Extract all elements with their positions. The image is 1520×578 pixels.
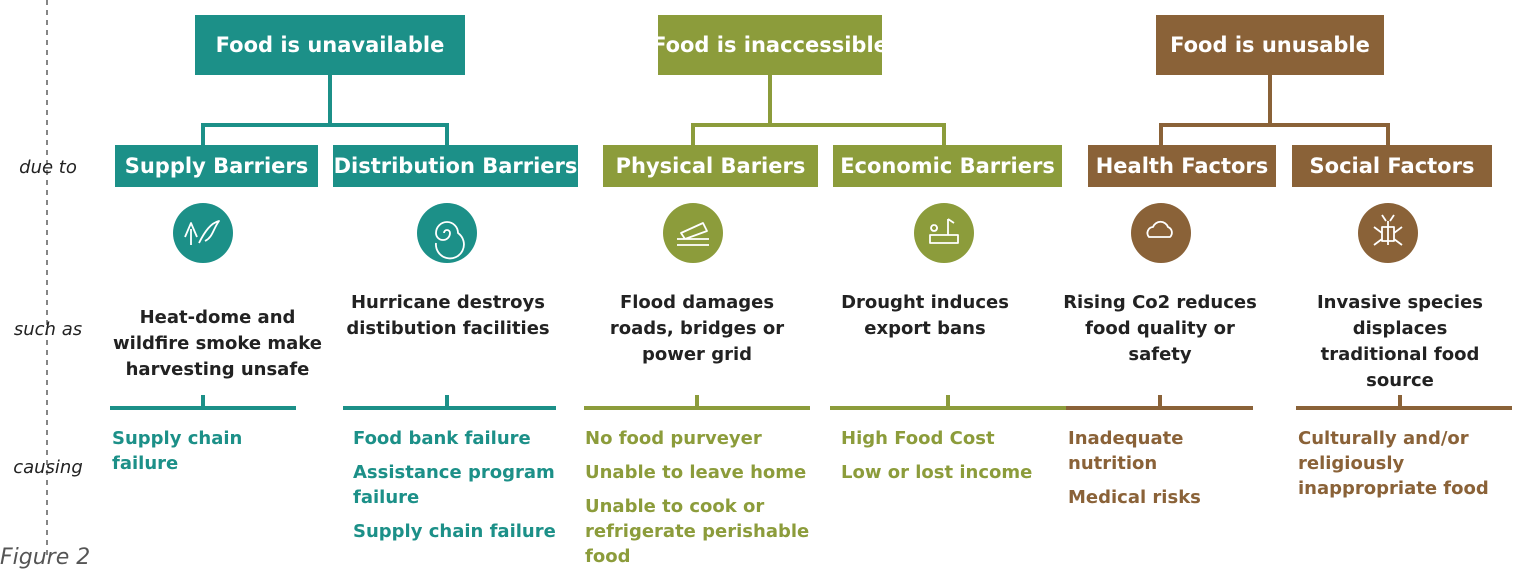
icon — [1131, 203, 1191, 263]
example-text: Rising Co2 reduces food quality or safet… — [1063, 292, 1257, 365]
example-text: Hurricane destroys distibution facilitie… — [346, 292, 550, 339]
effect-item: Food bank failure — [353, 428, 531, 449]
effect-item: Unable to cook or refrigerate perishable… — [585, 496, 810, 567]
effect-item: Supply chain failure — [353, 521, 556, 542]
effects-list: High Food Cost Low or lost income — [841, 426, 1061, 494]
icon — [417, 203, 477, 263]
bracket — [343, 395, 556, 410]
effects-list: Culturally and/or religiously inappropri… — [1298, 426, 1493, 510]
icon-glyph — [435, 221, 465, 260]
bracket — [1296, 395, 1512, 410]
group-header: Food is unusable — [1156, 15, 1384, 75]
bracket — [1066, 395, 1253, 410]
barrier-label: Social Factors — [1292, 145, 1492, 187]
barrier-label: Physical Bariers — [603, 145, 818, 187]
effect-item: Culturally and/or religiously inappropri… — [1298, 428, 1489, 499]
icon-glyph — [677, 222, 709, 246]
row-label: causing — [13, 457, 83, 478]
icon-glyph — [1146, 220, 1173, 238]
group-header: Food is inaccessible — [652, 15, 888, 75]
icon-glyph — [184, 220, 220, 245]
effects-list: Supply chain failure — [112, 426, 262, 485]
row-label: due to — [19, 157, 77, 178]
icon-glyph — [1373, 214, 1403, 246]
barrier-label: Health Factors — [1088, 145, 1276, 187]
barrier-label: Economic Barriers — [833, 145, 1062, 187]
effect-item: No food purveyer — [585, 428, 762, 449]
effect-item: Assistance program failure — [353, 462, 555, 508]
effect-item: Supply chain failure — [112, 428, 243, 474]
effect-item: Medical risks — [1068, 487, 1201, 508]
row-label: such as — [13, 319, 83, 340]
example-text: Invasive species displaces traditional f… — [1316, 292, 1484, 391]
effects-list: Food bank failure Assistance program fail… — [353, 426, 568, 553]
tree-connector — [1159, 75, 1390, 145]
effect-item: High Food Cost — [841, 428, 995, 449]
effects-list: Inadequate nutrition Medical risks — [1068, 426, 1263, 519]
barrier-label: Distribution Barriers — [333, 145, 578, 187]
tree-connector — [691, 75, 946, 145]
icon-glyph — [929, 218, 959, 244]
tree-connector — [201, 75, 449, 145]
group-header: Food is unavailable — [195, 15, 465, 75]
barrier-label: Supply Barriers — [115, 145, 318, 187]
effect-item: Inadequate nutrition — [1068, 428, 1184, 474]
effect-item: Low or lost income — [841, 462, 1033, 483]
example-text: Drought induces export bans — [841, 292, 1009, 339]
effect-item: Unable to leave home — [585, 462, 807, 483]
icon — [173, 203, 233, 263]
icon — [914, 203, 974, 263]
example-text: Flood damages roads, bridges or power gr… — [609, 292, 785, 365]
example-text: Heat-dome and wildfire smoke make harves… — [113, 307, 322, 380]
icon — [663, 203, 723, 263]
effects-list: No food purveyer Unable to leave home Unab… — [585, 426, 817, 578]
bracket — [110, 395, 296, 410]
bracket — [584, 395, 810, 410]
bracket — [830, 395, 1066, 410]
figure-caption: Figure 2 — [0, 545, 91, 570]
